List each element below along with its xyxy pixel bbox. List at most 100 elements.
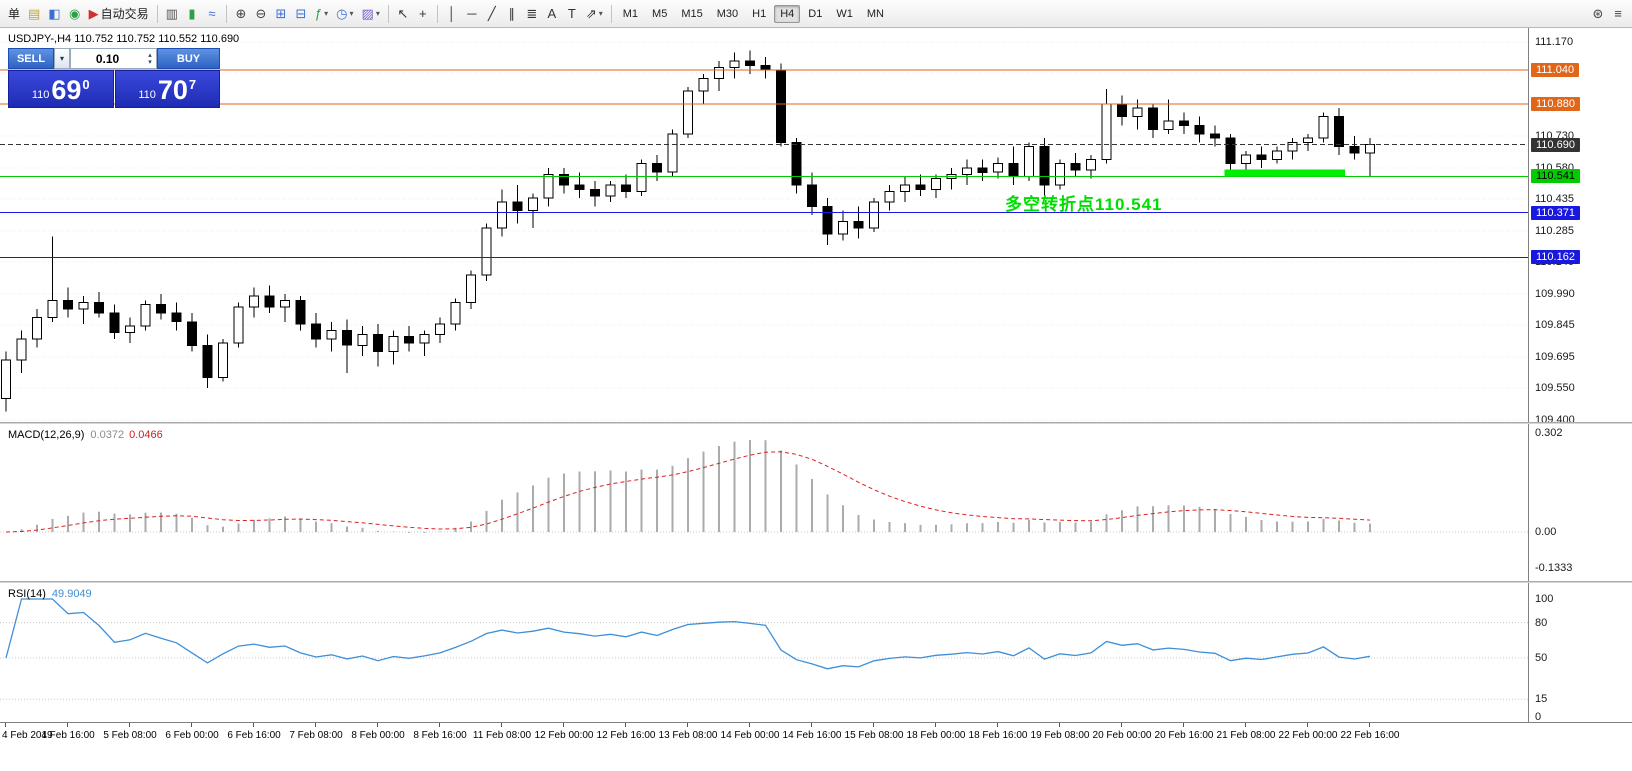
price-axis-label: 109.845 — [1535, 318, 1575, 331]
time-axis-label: 6 Feb 00:00 — [165, 730, 219, 741]
arrange-windows-button[interactable]: ⊟ — [291, 3, 311, 24]
rsi-panel[interactable]: RSI(14) 49.9049 — [0, 583, 1528, 722]
panel-separator[interactable] — [0, 581, 1632, 583]
candlestick-chart-button[interactable]: ▮ — [182, 3, 202, 24]
sell-button[interactable]: SELL — [8, 48, 54, 69]
zoom-out-button[interactable]: ⊖ — [251, 3, 271, 24]
time-tick — [687, 723, 688, 727]
price-tag-110.541: 110.541 — [1531, 169, 1580, 184]
lot-spinner[interactable]: ▴ ▾ — [144, 52, 156, 66]
toolbar-separator — [387, 4, 389, 23]
spinner-down-icon[interactable]: ▾ — [148, 58, 152, 66]
timeframe-button-m30[interactable]: M30 — [716, 7, 739, 20]
panel-separator[interactable] — [0, 422, 1632, 424]
text-label-icon: T — [567, 6, 576, 21]
sell-price-button[interactable]: 110 69 0 — [8, 70, 114, 108]
text-button[interactable]: A — [542, 3, 562, 24]
time-axis-label: 22 Feb 00:00 — [1278, 730, 1338, 741]
time-axis[interactable]: 4 Feb 2019 4 Feb 16:00 5 Feb 08:00 6 Feb 00… — [0, 722, 1632, 748]
time-tick — [1121, 723, 1122, 727]
market-watch-button[interactable]: ▤ — [24, 3, 44, 24]
time-tick — [67, 723, 68, 727]
new-order-button-label: 单 — [8, 7, 21, 21]
indicators-icon: ƒ — [314, 6, 323, 21]
price-tag-110.690: 110.690 — [1531, 137, 1580, 152]
timeframe-button-h4[interactable]: H4 — [774, 4, 801, 23]
tile-windows-button[interactable]: ⊞ — [271, 3, 291, 24]
navigator-button[interactable]: ◧ — [44, 3, 64, 24]
timeframe-button-h1[interactable]: H1 — [752, 7, 767, 20]
timeframe-button-m5[interactable]: M5 — [652, 7, 668, 20]
time-tick — [563, 723, 564, 727]
timeframe-button-m15[interactable]: M15 — [681, 7, 703, 20]
lot-size-value: 0.10 — [95, 51, 120, 66]
rsi-axis-label: 0 — [1535, 711, 1542, 723]
main-chart-panel[interactable]: USDJPY-,H4 110.752 110.752 110.552 110.6… — [0, 28, 1528, 422]
equidistant-channel-icon: ∥ — [508, 6, 516, 21]
timeframe-button-d1[interactable]: D1 — [808, 7, 823, 20]
price-tag-110.371: 110.371 — [1531, 205, 1580, 220]
rsi-axis-label: 15 — [1535, 693, 1548, 706]
lot-size-input[interactable]: 0.10 ▴ ▾ — [70, 48, 157, 69]
buy-button[interactable]: BUY — [157, 48, 220, 69]
window-list-icon[interactable]: ≡ — [1608, 3, 1628, 24]
arrows-button[interactable]: ⇗ ▾ — [582, 3, 607, 24]
time-tick — [377, 723, 378, 727]
time-axis-label: 7 Feb 08:00 — [289, 730, 343, 741]
price-axis-label: 109.990 — [1535, 288, 1575, 300]
macd-label: MACD(12,26,9) 0.0372 0.0466 — [8, 429, 163, 441]
macd-axis-label: 0.302 — [1535, 427, 1563, 439]
price-tag-110.880: 110.880 — [1531, 96, 1580, 111]
time-tick — [811, 723, 812, 727]
autotrading-icon: ▶ — [88, 6, 99, 21]
chevron-down-icon[interactable]: ▾ — [598, 9, 603, 18]
time-axis-label: 12 Feb 00:00 — [534, 730, 594, 741]
time-tick — [315, 723, 316, 727]
rsi-axis-label: 50 — [1535, 652, 1548, 664]
time-axis-label: 8 Feb 16:00 — [413, 730, 467, 741]
fibonacci-button[interactable]: ≣ — [522, 3, 542, 24]
trendline-button[interactable]: ╱ — [482, 3, 502, 24]
line-chart-button[interactable]: ≈ — [202, 3, 222, 24]
timeframe-button-w1[interactable]: W1 — [836, 7, 853, 20]
buy-price-button[interactable]: 110 70 7 — [114, 70, 220, 108]
chevron-down-icon[interactable]: ▾ — [349, 9, 354, 18]
candlestick-chart[interactable] — [0, 28, 1528, 422]
timeframe-button-mn[interactable]: MN — [866, 7, 884, 20]
time-axis-label: 6 Feb 16:00 — [227, 730, 281, 741]
equidistant-channel-button[interactable]: ∥ — [502, 3, 522, 24]
search-icon[interactable]: ⊛ — [1588, 3, 1608, 24]
periods-icon: ◷ — [336, 6, 348, 21]
spinner-up-icon[interactable]: ▴ — [148, 51, 152, 59]
periods-button[interactable]: ◷ ▾ — [332, 3, 357, 24]
bar-chart-button[interactable]: ▥ — [162, 3, 182, 24]
macd-histogram — [0, 424, 1528, 581]
time-tick — [625, 723, 626, 727]
macd-panel[interactable]: MACD(12,26,9) 0.0372 0.0466 — [0, 424, 1528, 581]
templates-button[interactable]: ▨ ▾ — [358, 3, 384, 24]
crosshair-button[interactable]: + — [413, 3, 433, 24]
mql5-community-button[interactable]: ◉ — [65, 3, 85, 24]
indicators-button[interactable]: ƒ ▾ — [311, 3, 332, 24]
time-axis-label: 14 Feb 16:00 — [782, 730, 842, 741]
time-tick — [1307, 723, 1308, 727]
cursor-button[interactable]: ↖ — [393, 3, 413, 24]
text-label-button[interactable]: T — [562, 3, 582, 24]
macd-axis-label: 0.00 — [1535, 526, 1557, 538]
chevron-down-icon[interactable]: ▾ — [324, 9, 329, 18]
timeframe-button-m1[interactable]: M1 — [622, 7, 639, 20]
toolbar-separator — [156, 4, 158, 23]
zoom-in-button[interactable]: ⊕ — [231, 3, 251, 24]
horizontal-line-button[interactable]: ─ — [462, 3, 482, 24]
time-tick — [1369, 723, 1370, 727]
chevron-down-icon[interactable]: ▾ — [375, 9, 380, 18]
new-order-button[interactable]: 单 — [4, 3, 24, 24]
time-tick — [5, 723, 6, 727]
price-axis[interactable]: 111.170111.025110.880110.730110.580110.4… — [1528, 28, 1632, 426]
pivot-annotation[interactable]: 多空转折点110.541 — [1005, 195, 1163, 214]
vertical-line-button[interactable]: │ — [442, 3, 462, 24]
autotrading-button[interactable]: ▶ 自动交易 — [85, 3, 153, 24]
cursor-icon: ↖ — [397, 6, 409, 21]
lot-dropdown-button[interactable]: ▾ — [54, 48, 70, 69]
time-axis-label: 20 Feb 00:00 — [1092, 730, 1152, 741]
